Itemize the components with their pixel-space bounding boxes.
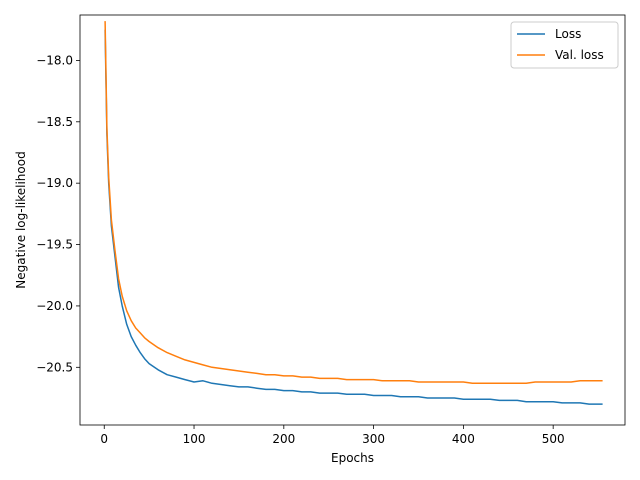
x-tick-label: 300 xyxy=(362,432,385,446)
y-tick-label: −19.0 xyxy=(36,176,73,190)
x-tick-label: 400 xyxy=(452,432,475,446)
x-axis-title: Epochs xyxy=(331,451,374,465)
y-tick-label: −19.5 xyxy=(36,238,73,252)
plot-frame xyxy=(79,14,626,426)
legend-label-0: Loss xyxy=(555,27,581,41)
y-tick-label: −20.5 xyxy=(36,360,73,374)
y-axis-title: Negative log-likelihood xyxy=(14,151,28,288)
x-tick-label: 100 xyxy=(183,432,206,446)
y-tick-label: −18.5 xyxy=(36,115,73,129)
y-tick-label: −18.0 xyxy=(36,53,73,67)
x-tick-label: 200 xyxy=(272,432,295,446)
y-axis: −18.0 −18.5 −19.0 −19.5 −20.0 −20.5 xyxy=(36,53,80,374)
x-tick-label: 0 xyxy=(100,432,108,446)
series-line-0 xyxy=(104,29,603,405)
legend: Loss Val. loss xyxy=(510,21,619,69)
plot-area xyxy=(80,15,625,425)
y-tick-label: −20.0 xyxy=(36,299,73,313)
series-line-1 xyxy=(104,21,603,385)
x-axis: 0 100 200 300 400 500 xyxy=(100,425,565,446)
series-layer xyxy=(104,21,603,405)
legend-label-1: Val. loss xyxy=(555,48,604,62)
x-tick-label: 500 xyxy=(542,432,565,446)
